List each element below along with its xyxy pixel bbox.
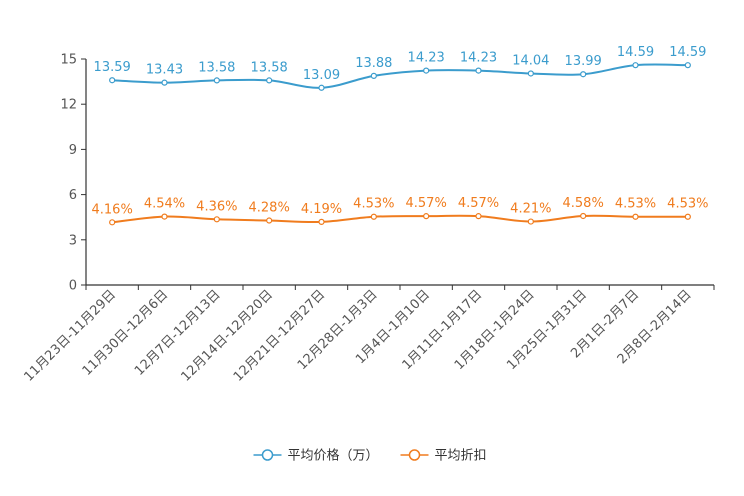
- data-label: 4.19%: [301, 202, 342, 217]
- data-label: 13.43: [146, 63, 183, 78]
- legend-marker: [408, 449, 421, 461]
- data-point[interactable]: [475, 213, 482, 220]
- legend-marker: [261, 449, 274, 461]
- y-tick-label: 6: [69, 188, 77, 203]
- data-label: 4.57%: [406, 196, 447, 211]
- data-point[interactable]: [370, 213, 377, 220]
- series-line: [112, 63, 688, 89]
- axes: 0369121511月23日-11月29日11月30日-12月6日12月7日-1…: [22, 53, 715, 385]
- data-label: 13.99: [565, 54, 602, 69]
- data-point[interactable]: [632, 62, 639, 69]
- data-point[interactable]: [266, 217, 273, 224]
- data-label: 14.23: [408, 51, 445, 66]
- data-label: 14.04: [512, 53, 549, 68]
- data-point[interactable]: [109, 77, 116, 84]
- data-point[interactable]: [161, 213, 168, 220]
- y-tick-label: 12: [60, 98, 77, 113]
- data-point[interactable]: [527, 70, 534, 77]
- legend-item-1[interactable]: 平均价格（万）: [253, 448, 379, 464]
- data-label: 4.57%: [458, 196, 499, 211]
- y-tick-label: 0: [69, 279, 77, 294]
- data-label: 4.28%: [249, 201, 290, 216]
- y-tick-label: 15: [60, 53, 77, 68]
- data-label: 14.23: [460, 51, 497, 66]
- data-label: 4.53%: [353, 197, 394, 212]
- legend-label: 平均价格（万）: [288, 448, 379, 464]
- data-label: 13.58: [251, 60, 288, 75]
- data-label: 14.59: [617, 45, 654, 60]
- data-point[interactable]: [213, 77, 220, 84]
- data-label: 4.53%: [615, 197, 656, 212]
- data-label: 4.36%: [196, 199, 237, 214]
- series-lines: 13.59 13.43 13.58 13.58 13.09 13.88 14.23 14.23…: [92, 45, 708, 226]
- data-label: 13.09: [303, 68, 340, 83]
- data-label: 4.16%: [92, 202, 133, 217]
- data-label: 4.54%: [144, 197, 185, 212]
- data-point[interactable]: [266, 77, 273, 84]
- data-point[interactable]: [370, 72, 377, 79]
- data-point[interactable]: [632, 213, 639, 220]
- data-label: 4.58%: [563, 196, 604, 211]
- data-label: 4.53%: [667, 197, 708, 212]
- data-point[interactable]: [423, 67, 430, 74]
- data-point[interactable]: [684, 213, 691, 220]
- legend-label: 平均折扣: [435, 449, 487, 464]
- x-tick-label: 11月23日-11月29日: [22, 287, 119, 384]
- data-label: 14.59: [669, 45, 706, 60]
- series-1: 13.59 13.43 13.58 13.58 13.09 13.88 14.23 14.23…: [94, 45, 706, 91]
- y-tick-label: 9: [69, 143, 77, 158]
- data-point[interactable]: [109, 219, 116, 226]
- x-tick-label: 12月14日-12月20日: [179, 287, 276, 384]
- data-point[interactable]: [475, 67, 482, 74]
- data-label: 4.21%: [510, 202, 551, 217]
- legend[interactable]: 平均价格（万） 平均折扣: [253, 448, 487, 464]
- data-label: 13.88: [355, 56, 392, 71]
- data-point[interactable]: [318, 84, 325, 91]
- data-point[interactable]: [527, 218, 534, 225]
- legend-item-2[interactable]: 平均折扣: [400, 449, 487, 464]
- x-tick-label: 12月21日-12月27日: [231, 287, 328, 384]
- data-label: 13.59: [94, 60, 131, 75]
- data-point[interactable]: [684, 62, 691, 69]
- data-point[interactable]: [318, 218, 325, 225]
- y-tick-label: 3: [69, 233, 77, 248]
- data-point[interactable]: [213, 216, 220, 223]
- series-2: 4.16% 4.54% 4.36% 4.28% 4.19% 4.53% 4.57% 4.57%…: [92, 196, 708, 226]
- data-point[interactable]: [423, 213, 430, 220]
- data-point[interactable]: [580, 212, 587, 220]
- data-point[interactable]: [161, 79, 168, 86]
- data-label: 13.58: [198, 60, 235, 75]
- data-point[interactable]: [580, 71, 587, 78]
- series-line: [112, 214, 688, 224]
